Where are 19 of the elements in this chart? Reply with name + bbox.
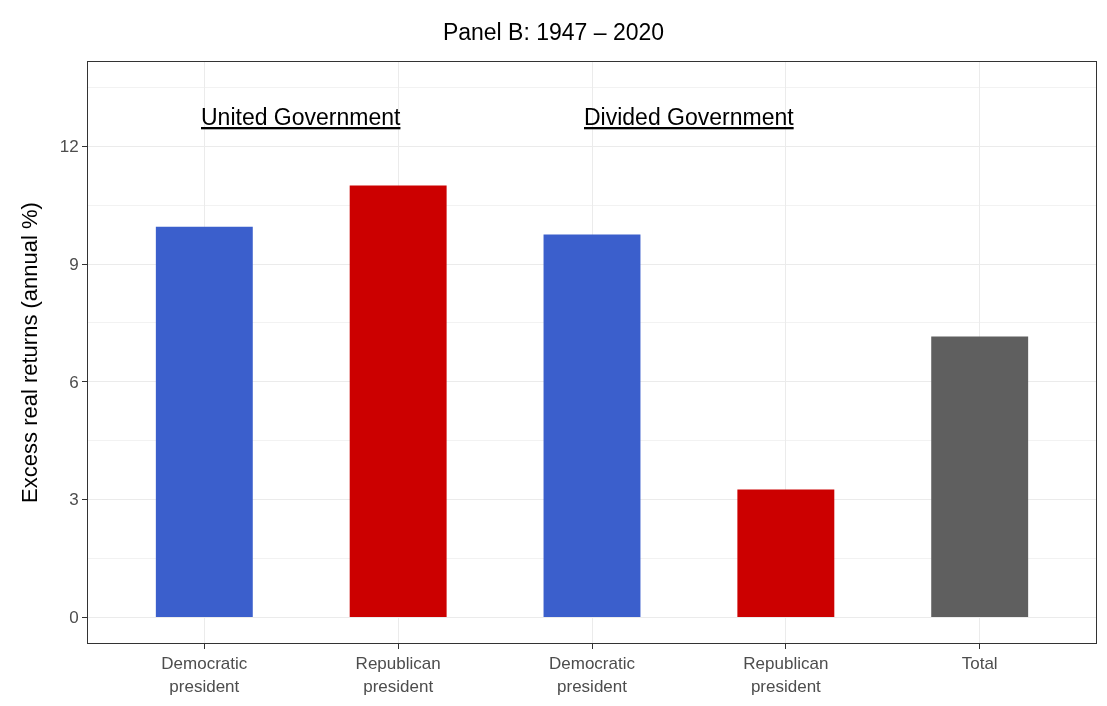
x-tick-label: Republican president (743, 654, 829, 696)
annotation: Divided Government (584, 104, 795, 130)
y-tick-label: 12 (59, 137, 79, 157)
x-tick-label: Republican president (355, 654, 441, 696)
y-tick-label: 3 (69, 490, 79, 510)
chart-title: Panel B: 1947 – 2020 (442, 18, 665, 45)
annotation: United Government (201, 104, 402, 130)
bar (155, 226, 253, 618)
x-tick-label: Democratic president (549, 654, 636, 696)
bar (543, 234, 641, 618)
bar (737, 489, 835, 618)
y-tick-label: 6 (69, 372, 79, 392)
x-tick-label: Total (961, 654, 998, 674)
y-tick-label: 9 (69, 254, 79, 274)
y-axis-title: Excess real returns (annual %) (17, 202, 43, 503)
x-tick-label: Democratic president (161, 654, 248, 696)
y-tick-label: 0 (69, 608, 79, 628)
bar (931, 336, 1029, 618)
bar (349, 185, 447, 618)
